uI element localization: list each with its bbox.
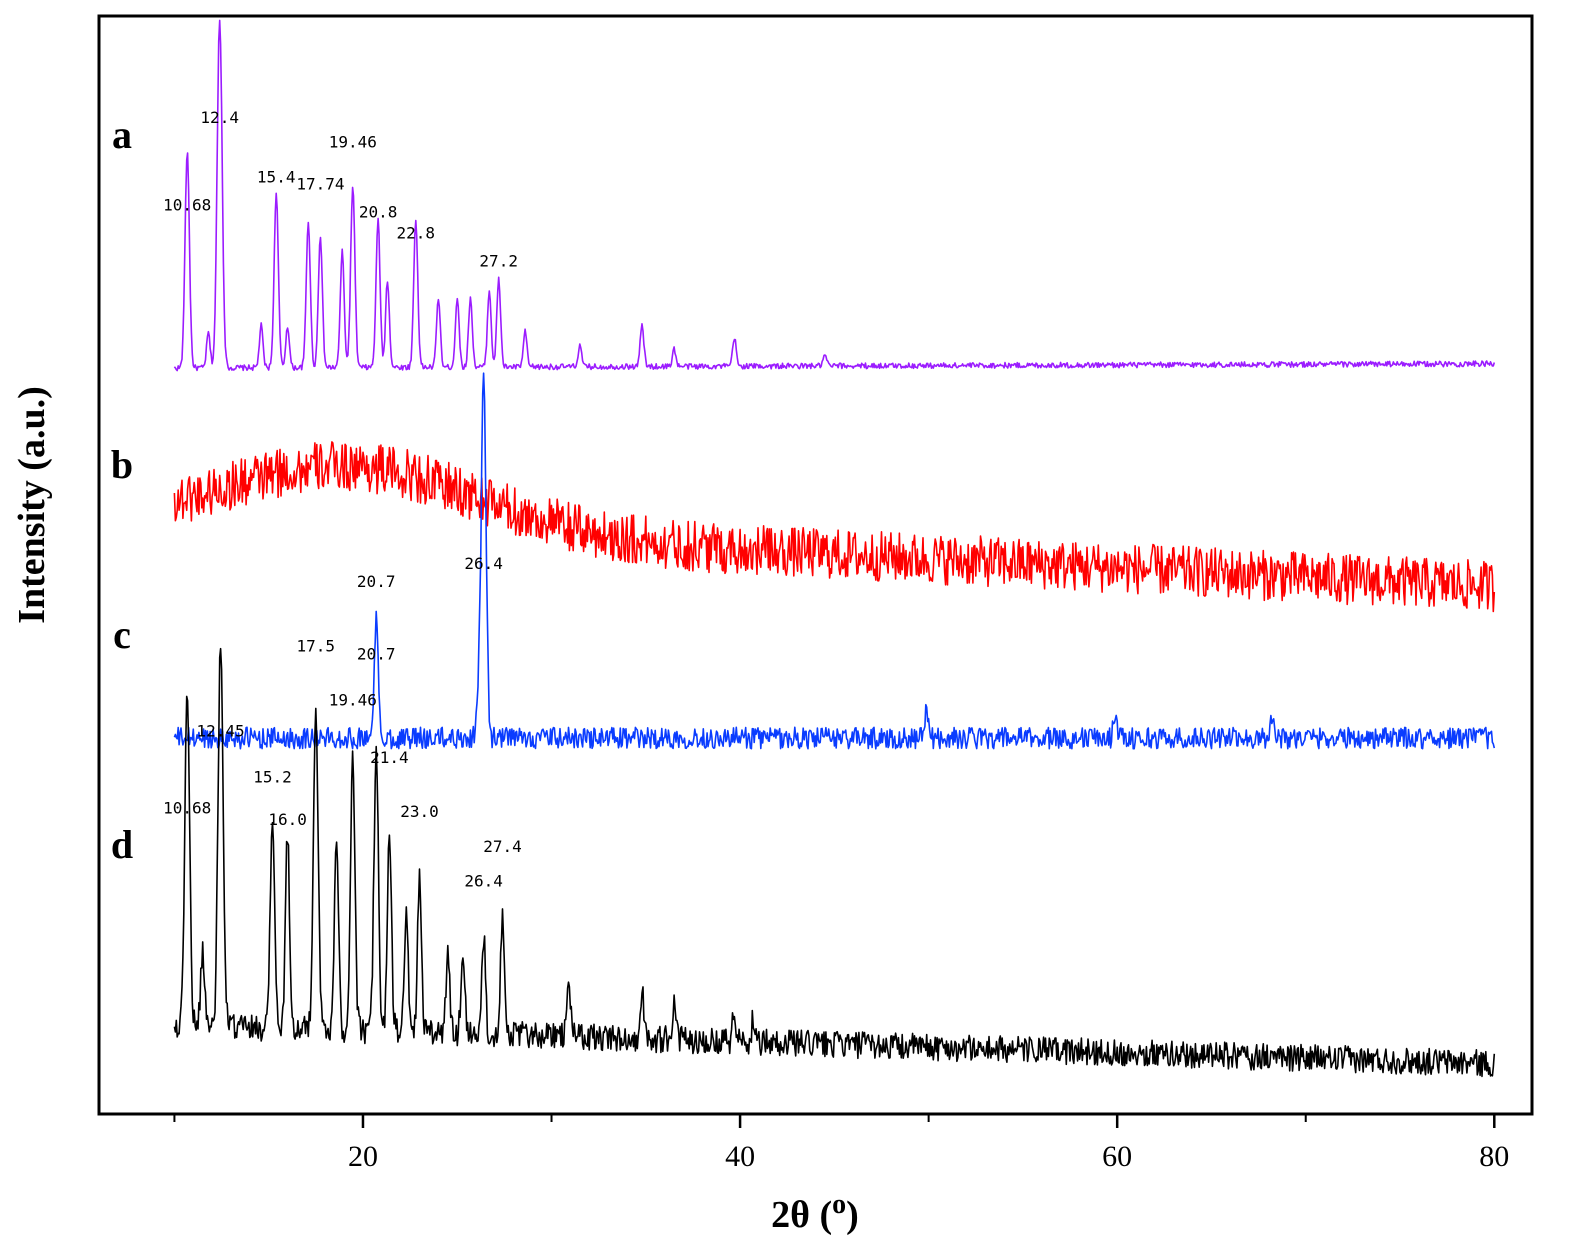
peak-label-d: 27.4 [483,837,522,856]
series-c-line [173,372,1496,750]
x-axis-title-superscript: o [832,1189,846,1220]
x-tick-label: 80 [1479,1140,1509,1173]
series-b-label: b [111,442,133,487]
peak-label-a: 27.2 [479,252,518,271]
y-axis-title: Intensity (a.u.) [11,386,53,624]
peak-label-d: 10.68 [163,798,211,817]
x-axis-title-main: 2θ ( [771,1194,832,1236]
peak-label-a: 17.74 [296,175,344,194]
peak-label-c: 20.7 [357,572,396,591]
peak-label-a: 19.46 [329,133,377,152]
peak-label-a: 20.8 [359,203,398,222]
peak-label-d: 26.4 [464,871,503,890]
peak-label-d: 16.0 [268,810,307,829]
peak-label-d: 17.5 [297,637,336,656]
peak-label-d: 21.4 [370,748,409,767]
series-a-line [173,19,1496,372]
series-layer [173,19,1496,1078]
peak-label-a: 12.4 [200,108,239,127]
series-d-label: d [111,822,133,867]
x-tick-label: 40 [725,1140,755,1173]
peak-label-layer: a 10.68 12.4 15.4 17.74 19.46 20.8 22.8 27.2 b c 20… [111,108,522,890]
peak-label-d: 15.2 [253,768,292,787]
peak-label-a: 22.8 [397,224,436,243]
x-tick-label: 60 [1102,1140,1132,1173]
x-axis-title-close: ) [846,1194,859,1236]
x-axis: 20 40 60 80 [173,1114,1509,1173]
series-b-line [173,441,1496,613]
peak-label-a: 10.68 [163,196,211,215]
series-d-line [173,647,1496,1078]
peak-label-a: 15.4 [257,168,296,187]
series-c-label: c [113,612,131,657]
plot-frame [97,14,1534,1116]
x-tick-label: 20 [348,1140,378,1173]
peak-label-d: 19.46 [329,691,377,710]
peak-label-d: 23.0 [400,802,439,821]
x-axis-title: 2θ (o) [771,1189,859,1236]
peak-label-d: 20.7 [357,644,396,663]
series-a-label: a [112,112,132,157]
peak-label-d: 12.45 [197,721,245,740]
peak-label-c: 26.4 [464,554,503,573]
